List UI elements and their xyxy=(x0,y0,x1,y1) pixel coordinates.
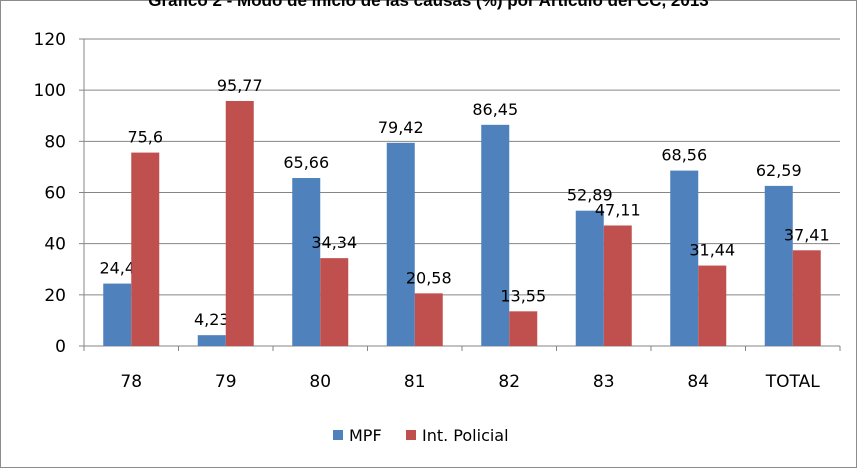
y-tick-label: 80 xyxy=(44,132,66,152)
bar-int-policial xyxy=(698,265,727,346)
bar-mpf xyxy=(670,170,699,346)
legend-label: Int. Policial xyxy=(422,426,509,445)
bar-mpf xyxy=(764,185,793,346)
bar-int-policial xyxy=(509,311,538,346)
x-tick-label: 82 xyxy=(498,372,520,392)
y-tick-label: 40 xyxy=(44,235,66,255)
bar-mpf xyxy=(386,142,415,346)
bar-mpf xyxy=(575,210,604,346)
y-tick-label: 0 xyxy=(55,337,66,357)
x-tick-label: 84 xyxy=(687,372,709,392)
bar-int-policial xyxy=(225,100,254,346)
bar-mpf xyxy=(103,283,132,346)
data-label: 65,66 xyxy=(283,153,329,172)
y-tick-label: 120 xyxy=(34,30,66,50)
data-label: 13,55 xyxy=(500,286,546,305)
data-label: 52,89 xyxy=(567,186,613,205)
chart-title: Gráfico 2 - Modo de inicio de las causas… xyxy=(148,0,709,10)
data-label: 75,6 xyxy=(127,128,163,147)
y-tick-label: 100 xyxy=(34,81,66,101)
data-label: 34,34 xyxy=(311,233,357,252)
x-tick-label: 79 xyxy=(215,372,237,392)
bar-int-policial xyxy=(603,225,632,346)
legend-label: MPF xyxy=(349,426,382,445)
data-label: 47,11 xyxy=(595,200,641,219)
bar-mpf xyxy=(197,335,226,346)
data-label: 86,45 xyxy=(472,100,518,119)
bar-mpf xyxy=(481,124,510,346)
x-tick-label: 80 xyxy=(309,372,331,392)
x-tick-label: 81 xyxy=(404,372,426,392)
x-tick-label: TOTAL xyxy=(765,372,820,392)
y-tick-label: 20 xyxy=(44,286,66,306)
y-tick-label: 60 xyxy=(44,184,66,204)
bar-mpf xyxy=(292,178,321,346)
bar-int-policial xyxy=(320,258,349,346)
legend-swatch-mpf xyxy=(333,430,343,440)
data-label: 62,59 xyxy=(756,161,802,180)
bar-int-policial xyxy=(414,293,443,346)
data-label: 24,4 xyxy=(99,259,135,278)
data-label: 20,58 xyxy=(406,268,452,287)
data-label: 68,56 xyxy=(661,146,707,165)
data-label: 4,23 xyxy=(194,310,230,329)
x-tick-label: 83 xyxy=(593,372,615,392)
bar-int-policial xyxy=(131,152,160,346)
data-label: 37,41 xyxy=(784,225,830,244)
bar-int-policial xyxy=(792,250,821,346)
data-label: 95,77 xyxy=(217,76,263,95)
data-label: 31,44 xyxy=(689,241,735,260)
data-label: 79,42 xyxy=(378,118,424,137)
legend-swatch-int-policial xyxy=(406,430,416,440)
x-tick-label: 78 xyxy=(120,372,142,392)
